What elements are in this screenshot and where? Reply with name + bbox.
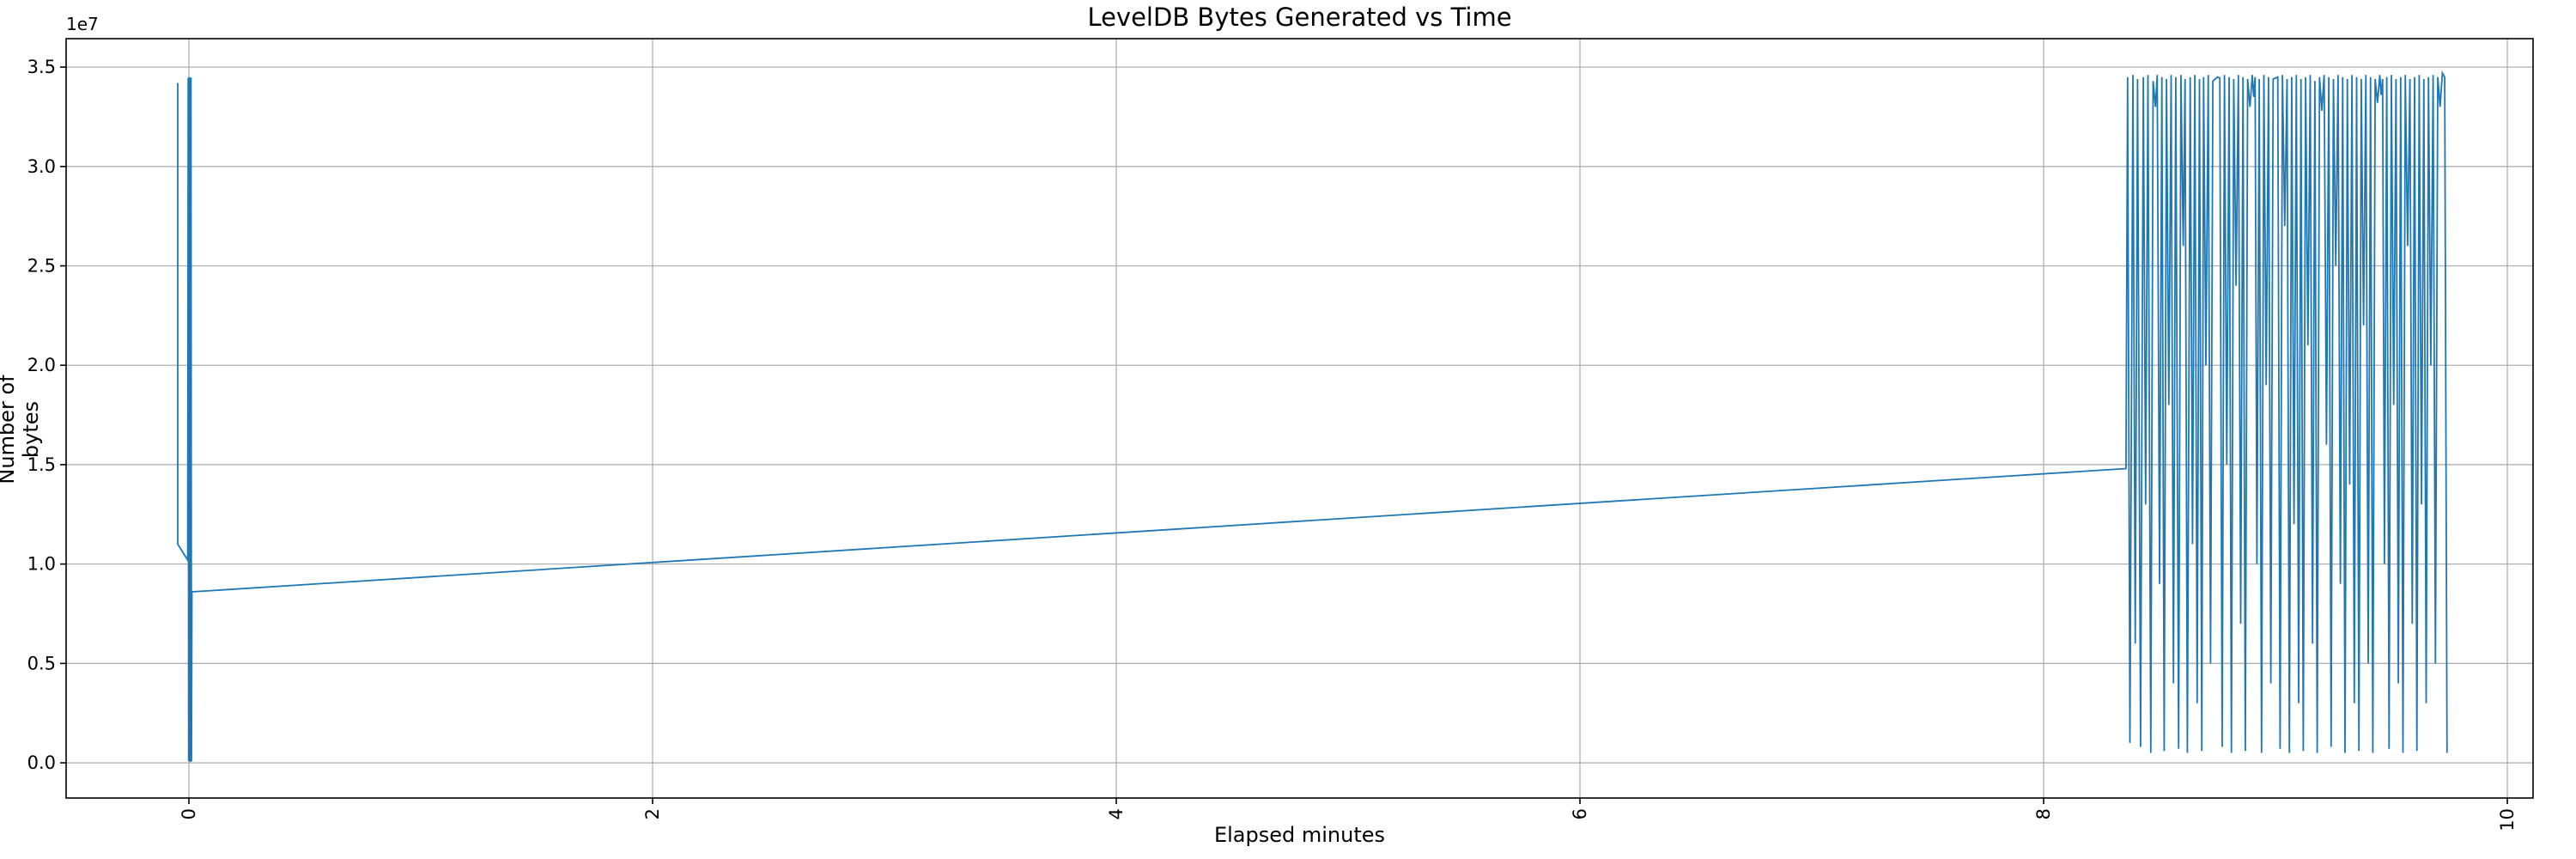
x-tick-label: 10 [2497,808,2518,832]
y-axis-offset-text: 1e7 [66,14,99,34]
x-tick-label: 2 [642,808,663,819]
x-tick-label: 0 [179,808,199,819]
y-axis-label: Number of bytes [0,375,43,484]
x-axis-label: Elapsed minutes [1213,823,1386,847]
y-tick-label: 1.5 [27,454,56,475]
y-tick-label: 2.0 [27,355,56,375]
x-tick-label: 4 [1106,808,1127,819]
x-tick-label: 6 [1570,808,1590,819]
y-tick-label: 2.5 [27,256,56,277]
x-tick-label: 8 [2033,808,2054,819]
data-line-bytes-generated [177,70,2448,762]
y-tick-label: 0.0 [27,752,56,773]
y-tick-label: 3.5 [27,57,56,77]
chart-title: LevelDB Bytes Generated vs Time [1087,3,1512,32]
axes-frame [65,38,2534,799]
y-tick-label: 0.5 [27,653,56,673]
y-tick-label: 1.0 [27,554,56,575]
y-tick-label: 3.0 [27,156,56,177]
